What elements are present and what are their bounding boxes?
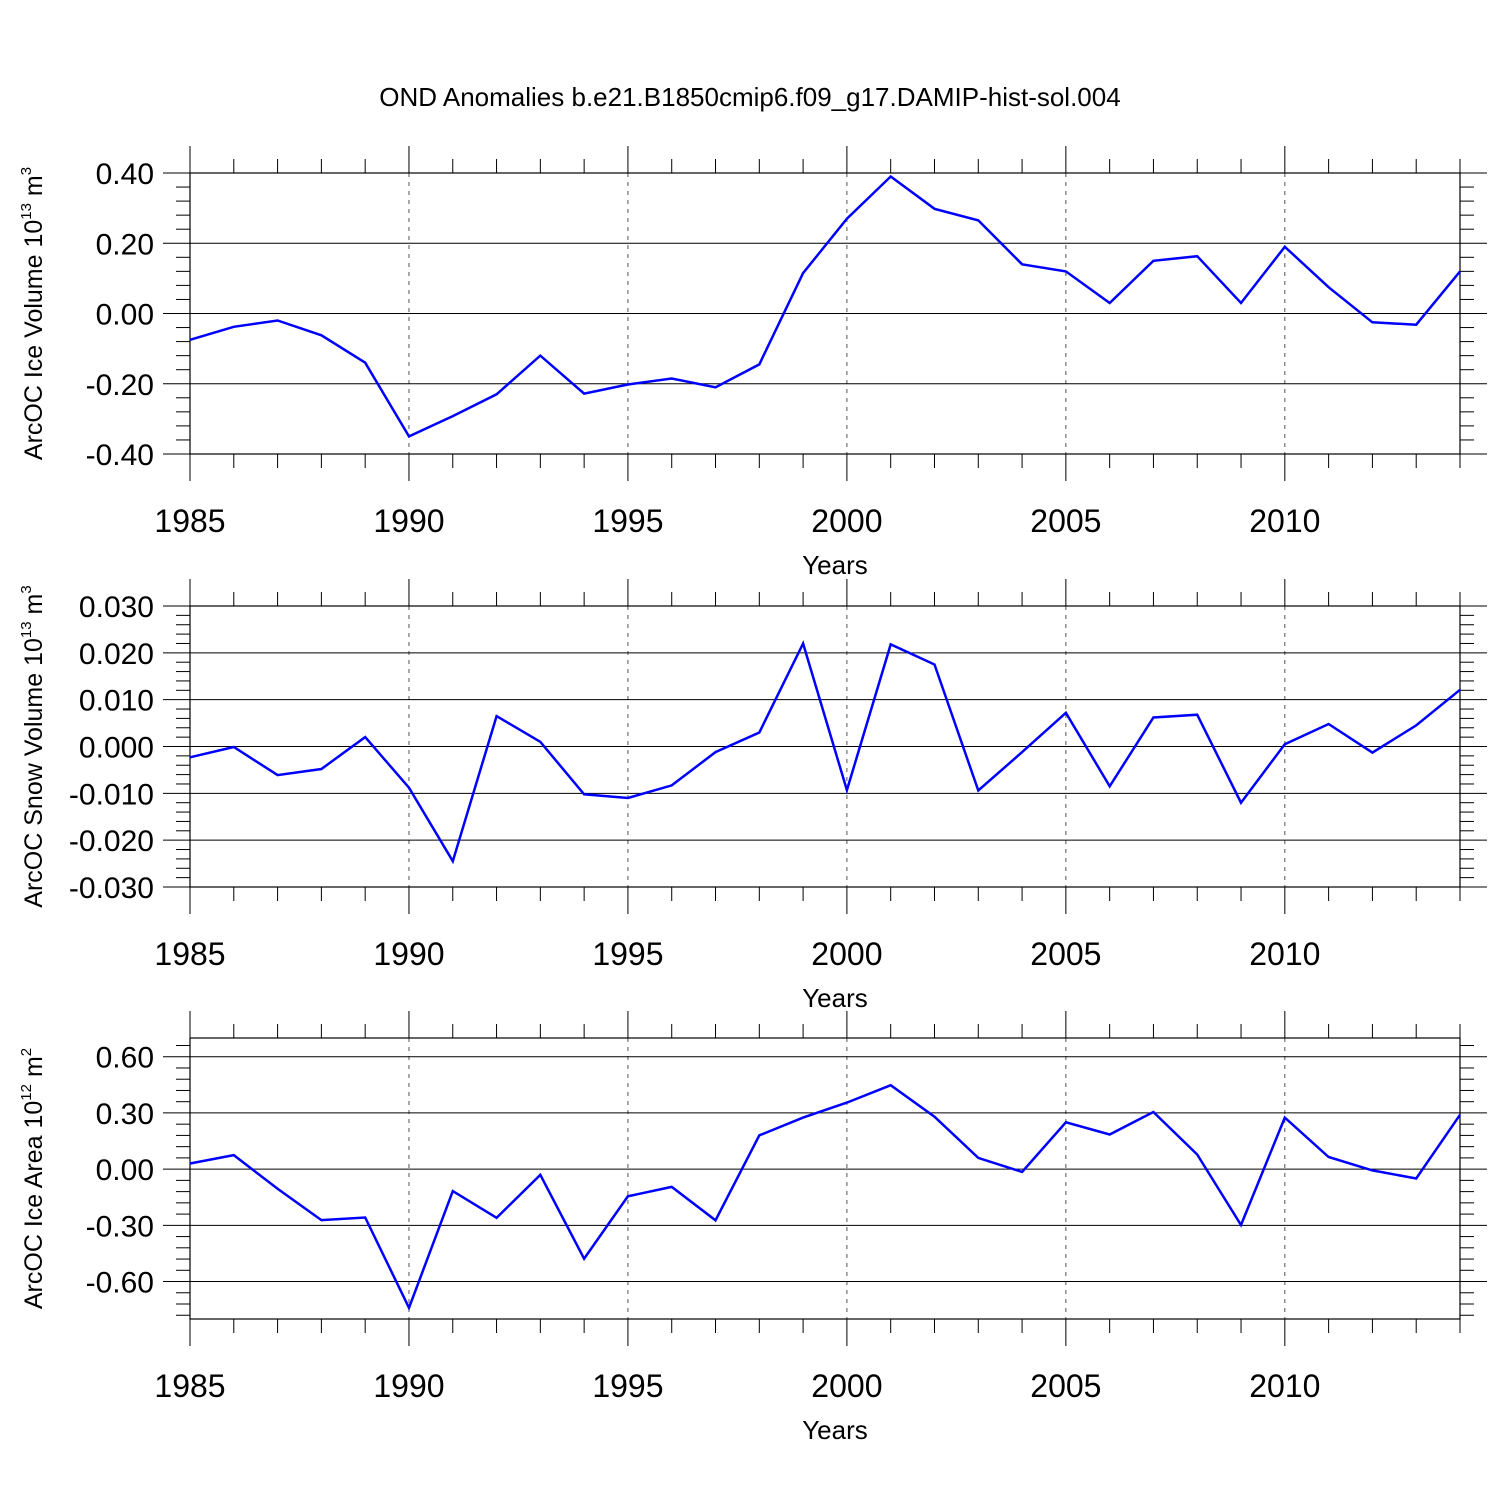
x-tick-label: 1995 [592,936,663,972]
y-axis-title-unit-exponent: 2 [18,1048,35,1056]
x-tick-label: 2010 [1249,1368,1320,1404]
y-tick-label: 0.40 [96,158,154,191]
x-axis-title: Years [802,983,868,1013]
x-tick-label: 1995 [592,1368,663,1404]
y-axis-title-unit: m [20,1056,48,1084]
y-tick-label: 0.030 [79,591,154,624]
y-tick-label: -0.20 [86,369,154,402]
y-tick-label: 0.010 [79,685,154,718]
y-axis-title-text: ArcOC Snow Volume 10 [20,638,48,908]
y-tick-label: 0.00 [96,299,154,332]
x-tick-label: 1990 [373,936,444,972]
plot-frame [189,1037,1461,1320]
y-axis-title: ArcOC Ice Area 1012 m2 [18,1048,48,1309]
series-line [189,640,1461,865]
y-axis-title-unit: m [20,175,48,203]
chart-panel-1: 1985 1990 1995 2000 2005 2010 -0.40 -0.20 0.00 0.… [18,146,1487,580]
y-tick-label: -0.010 [69,778,154,811]
x-tick-label: 1985 [154,503,225,539]
y-axis-title-unit-exponent: 3 [18,167,35,175]
y-tick-label: -0.020 [69,825,154,858]
y-tick-label: 0.30 [96,1098,154,1131]
y-tick-label: -0.40 [86,439,154,472]
y-tick-label: 0.00 [96,1154,154,1187]
chart-panel-2: 1985 1990 1995 2000 2005 2010 -0.030 -0.020 -0.0… [18,579,1487,1013]
figure-title: OND Anomalies b.e21.B1850cmip6.f09_g17.D… [379,82,1120,112]
x-tick-label: 2000 [811,936,882,972]
x-tick-label: 1985 [154,1368,225,1404]
y-tick-label: -0.30 [86,1210,154,1243]
x-tick-label: 2000 [811,503,882,539]
x-axis-title: Years [802,1415,868,1445]
x-tick-label: 2005 [1030,503,1101,539]
x-tick-label: 1990 [373,503,444,539]
y-tick-label: -0.030 [69,872,154,905]
panels: 1985 1990 1995 2000 2005 2010 -0.40 -0.20 0.00 0.… [18,146,1487,1445]
y-axis-title-unit: m [20,594,48,622]
x-axis-title: Years [802,550,868,580]
series-line [189,1083,1462,1311]
x-tick-label: 2005 [1030,936,1101,972]
x-tick-label: 2010 [1249,936,1320,972]
x-tick-label: 1995 [592,503,663,539]
y-tick-label: 0.020 [79,638,154,671]
y-axis-title-exponent: 12 [18,1084,35,1101]
x-tick-label: 1990 [373,1368,444,1404]
y-tick-label: 0.000 [79,732,154,765]
x-tick-label: 2005 [1030,1368,1101,1404]
x-tick-label: 1985 [154,936,225,972]
y-tick-label: 0.20 [96,228,154,261]
y-axis-title-exponent: 13 [18,621,35,638]
y-axis-title-text: ArcOC Ice Volume 10 [20,220,48,460]
y-tick-label: 0.60 [96,1042,154,1075]
y-axis-title: ArcOC Snow Volume 1013 m3 [18,585,48,907]
x-tick-label: 2000 [811,1368,882,1404]
y-axis-title-exponent: 13 [18,203,35,220]
series-line [189,174,1461,439]
chart-panel-3: 1985 1990 1995 2000 2005 2010 -0.60 -0.30 0.00 0.… [18,1011,1487,1445]
y-tick-label: -0.60 [86,1267,154,1300]
x-tick-label: 2010 [1249,503,1320,539]
y-axis-title-unit-exponent: 3 [18,585,35,593]
y-axis-title-text: ArcOC Ice Area 10 [20,1101,48,1309]
y-axis-title: ArcOC Ice Volume 1013 m3 [18,167,48,460]
